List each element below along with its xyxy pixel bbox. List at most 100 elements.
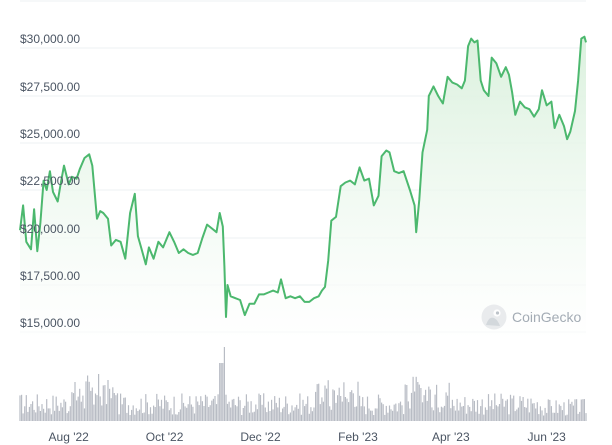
- volume-bar: [392, 410, 394, 421]
- volume-bar: [308, 413, 310, 421]
- volume-bar: [310, 407, 312, 421]
- x-tick-label: Oct '22: [146, 430, 184, 444]
- volume-bar: [134, 414, 136, 421]
- volume-bar: [176, 414, 178, 421]
- price-line-series: [19, 35, 587, 318]
- volume-bar: [516, 409, 518, 421]
- volume-bar: [437, 407, 439, 421]
- volume-bar: [385, 405, 387, 421]
- volume-bar: [535, 408, 537, 421]
- volume-bar: [293, 410, 295, 421]
- volume-bar: [121, 404, 123, 421]
- volume-bar: [19, 395, 21, 421]
- volume-bar: [239, 400, 241, 421]
- volume-bar: [401, 405, 403, 421]
- volume-bar: [231, 399, 233, 421]
- volume-bar: [355, 406, 358, 421]
- volume-bar: [132, 405, 134, 421]
- volume-bar: [186, 407, 188, 421]
- volume-bar: [131, 409, 133, 421]
- volume-bar: [330, 409, 332, 421]
- volume-bar: [332, 389, 334, 421]
- volume-bar: [190, 404, 192, 421]
- volume-bar: [201, 401, 203, 421]
- volume-bar: [451, 399, 453, 421]
- volume-bar: [33, 409, 35, 421]
- volume-bar: [443, 405, 446, 421]
- volume-bar: [406, 385, 408, 421]
- volume-bar: [252, 412, 254, 421]
- volume-bar: [30, 404, 32, 421]
- volume-bar: [55, 396, 57, 421]
- y-tick-label: $30,000.00: [20, 32, 80, 46]
- volume-bar: [57, 405, 59, 421]
- volume-bar: [102, 385, 104, 421]
- volume-bar: [96, 395, 98, 421]
- volume-bar: [209, 405, 211, 421]
- volume-bar: [549, 399, 551, 421]
- volume-bar: [127, 405, 130, 421]
- y-axis-labels: $15,000.00 $17,500.00 $20,000.00 $22,500.00…: [20, 32, 80, 330]
- y-tick-label: $17,500.00: [20, 269, 80, 283]
- volume-bar: [434, 394, 436, 421]
- volume-bar: [208, 407, 210, 421]
- volume-bar: [214, 396, 216, 421]
- volume-bar: [170, 408, 172, 421]
- volume-bar: [289, 412, 291, 421]
- gecko-logo-pupil: [495, 311, 500, 315]
- volume-bar: [362, 397, 364, 421]
- volume-bar: [486, 409, 488, 421]
- volume-bar: [148, 414, 150, 421]
- price-area-fill: [20, 36, 586, 340]
- volume-bar: [297, 408, 299, 421]
- volume-bar: [58, 410, 60, 421]
- volume-bar: [266, 412, 268, 421]
- volume-bar: [469, 406, 471, 421]
- volume-bar: [234, 405, 236, 421]
- volume-bar: [321, 397, 323, 421]
- volume-bar: [505, 400, 507, 421]
- volume-bar: [269, 411, 271, 421]
- volume-bar: [241, 415, 243, 421]
- volume-bar: [192, 406, 194, 421]
- volume-bar: [403, 414, 405, 421]
- volume-bar: [324, 385, 326, 421]
- volume-bar: [476, 400, 479, 421]
- volume-bar: [487, 394, 490, 421]
- volume-bar: [415, 376, 417, 421]
- volume-bar: [377, 394, 380, 421]
- volume-bar: [90, 390, 92, 421]
- volume-bar: [359, 395, 361, 421]
- volume-bar: [517, 407, 519, 421]
- volume-bar: [404, 384, 406, 421]
- volume-bar: [116, 393, 119, 421]
- volume-bar: [113, 393, 115, 421]
- volume-bar: [204, 394, 207, 421]
- volume-bar: [524, 407, 526, 421]
- volume-bar: [465, 413, 468, 421]
- volume-bar: [370, 410, 372, 421]
- volume-bar: [409, 408, 411, 421]
- volume-bar: [98, 374, 100, 421]
- volume-bar: [384, 414, 386, 421]
- gecko-logo-icon: [481, 304, 507, 330]
- volume-bar: [267, 401, 269, 421]
- volume-bar: [527, 398, 529, 421]
- volume-bar: [569, 403, 571, 421]
- volume-bar: [237, 396, 240, 421]
- volume-bar: [228, 401, 230, 421]
- volume-bar: [528, 412, 530, 421]
- volume-bar: [200, 396, 202, 421]
- volume-bar: [445, 392, 447, 421]
- volume-bar: [47, 408, 49, 421]
- volume-bar: [50, 414, 52, 421]
- volume-bar: [568, 399, 570, 421]
- volume-bar: [307, 396, 309, 421]
- volume-bar: [211, 400, 213, 421]
- volume-bar: [574, 399, 576, 421]
- volume-bar: [87, 375, 89, 421]
- volume-bar: [304, 406, 306, 421]
- volume-bar: [319, 404, 321, 421]
- volume-bar: [473, 400, 475, 421]
- volume-bar: [82, 395, 84, 421]
